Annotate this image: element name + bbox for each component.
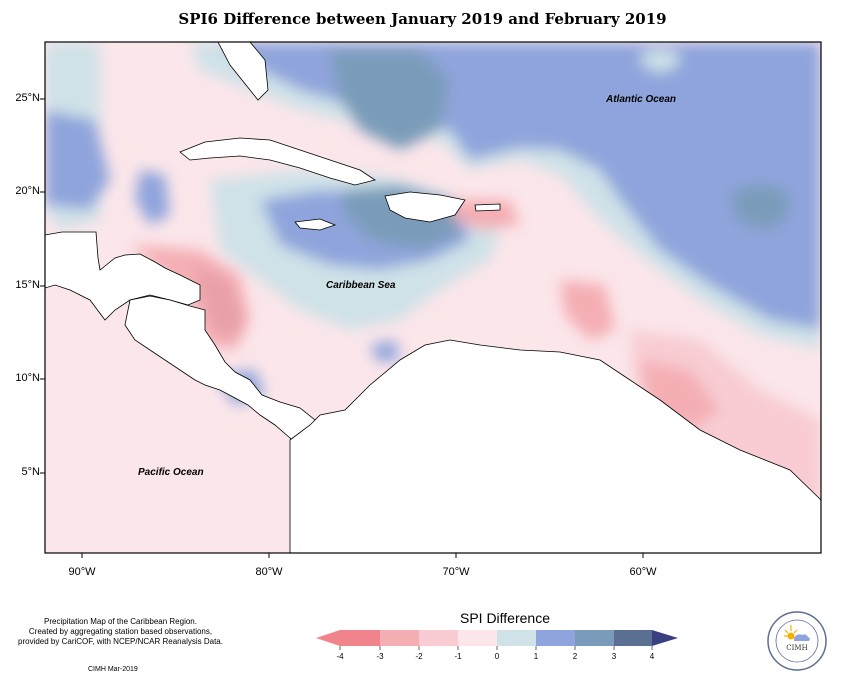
florida-land: [217, 42, 269, 101]
lon-label-90w: 90°W: [68, 566, 96, 578]
spi-zone-atlantic-dark2: [640, 50, 680, 72]
cimh-sun-logo-icon: CIMH: [767, 611, 827, 671]
cuba-land: [179, 137, 376, 186]
spi-field: [45, 42, 821, 553]
credits-line: Precipitation Map of the Caribbean Regio…: [44, 617, 197, 626]
legend-tick-4: 4: [649, 652, 655, 661]
spi-zone-atlantic-dark: [732, 185, 789, 228]
legend-swatch-1-2: [536, 630, 575, 646]
legend-swatch-3-4: [614, 630, 652, 646]
logo-text: CIMH: [786, 644, 807, 652]
caribbean-sea-label: Caribbean Sea: [326, 280, 396, 291]
legend-swatch-lt-4: [316, 630, 340, 646]
legend-tick-m1: -1: [454, 652, 462, 661]
credits-line: Created by aggregating station based obs…: [28, 627, 213, 636]
lat-label-20n: 20°N: [15, 185, 40, 197]
jamaica-land: [294, 218, 337, 231]
credits-date: CIMH Mar-2019: [88, 666, 138, 673]
lat-label-15n: 15°N: [15, 279, 40, 291]
legend-tick-1: 1: [533, 652, 539, 661]
legend-tick-3: 3: [611, 652, 617, 661]
map-frame: [44, 41, 822, 554]
legend-tick-0: 0: [494, 652, 500, 661]
legend-tick-2: 2: [572, 652, 578, 661]
spi-zone-florida-blue: [135, 170, 170, 225]
lon-label-80w: 80°W: [255, 566, 283, 578]
lat-label-10n: 10°N: [15, 372, 40, 384]
axis-ticks: [40, 98, 644, 558]
spi-zone-central-america-red-dark: [195, 265, 245, 340]
atlantic-ocean-label: Atlantic Ocean: [606, 94, 677, 105]
land-masses: [45, 42, 821, 553]
legend-tick-m3: -3: [376, 652, 384, 661]
legend-swatch-2-3: [575, 630, 614, 646]
legend-swatch-m4-m3: [340, 630, 380, 646]
spi-zone-caribbean-coast-blue: [370, 340, 400, 362]
legend-tick-m2: -2: [415, 652, 423, 661]
lon-label-70w: 70°W: [442, 566, 470, 578]
legend-swatch-m1-0: [458, 630, 497, 646]
credits-text: Precipitation Map of the Caribbean Regio…: [8, 617, 233, 647]
legend-colorbar: [316, 630, 678, 650]
legend-swatch-gt-4: [652, 630, 678, 646]
south-america-land: [289, 339, 821, 553]
legend-swatch-m3-m2: [380, 630, 419, 646]
legend-title: SPI Difference: [459, 610, 550, 626]
puerto-rico-land: [474, 203, 501, 212]
mexico-land: [45, 231, 201, 321]
legend-swatch-0-1: [497, 630, 536, 646]
lat-label-25n: 25°N: [15, 92, 40, 104]
pacific-ocean-label: Pacific Ocean: [138, 467, 204, 478]
legend-tick-m4: -4: [336, 652, 344, 661]
lon-label-60w: 60°W: [629, 566, 657, 578]
lat-label-5n: 5°N: [21, 466, 40, 478]
spi-zone-pr-red: [450, 200, 520, 230]
hispaniola-land: [384, 191, 466, 223]
spi-zone-bahamas-dark: [330, 50, 450, 150]
legend-swatch-m2-m1: [419, 630, 458, 646]
spi-zone-atlantic-blue: [220, 42, 821, 330]
spi-zone-lesser-antilles-red: [560, 280, 615, 340]
spi-zone-gulf-blue: [45, 110, 110, 210]
credits-line: provided by CariCOF, with NCEP/NCAR Rean…: [18, 637, 223, 646]
page-title: SPI6 Difference between January 2019 and…: [178, 10, 667, 28]
